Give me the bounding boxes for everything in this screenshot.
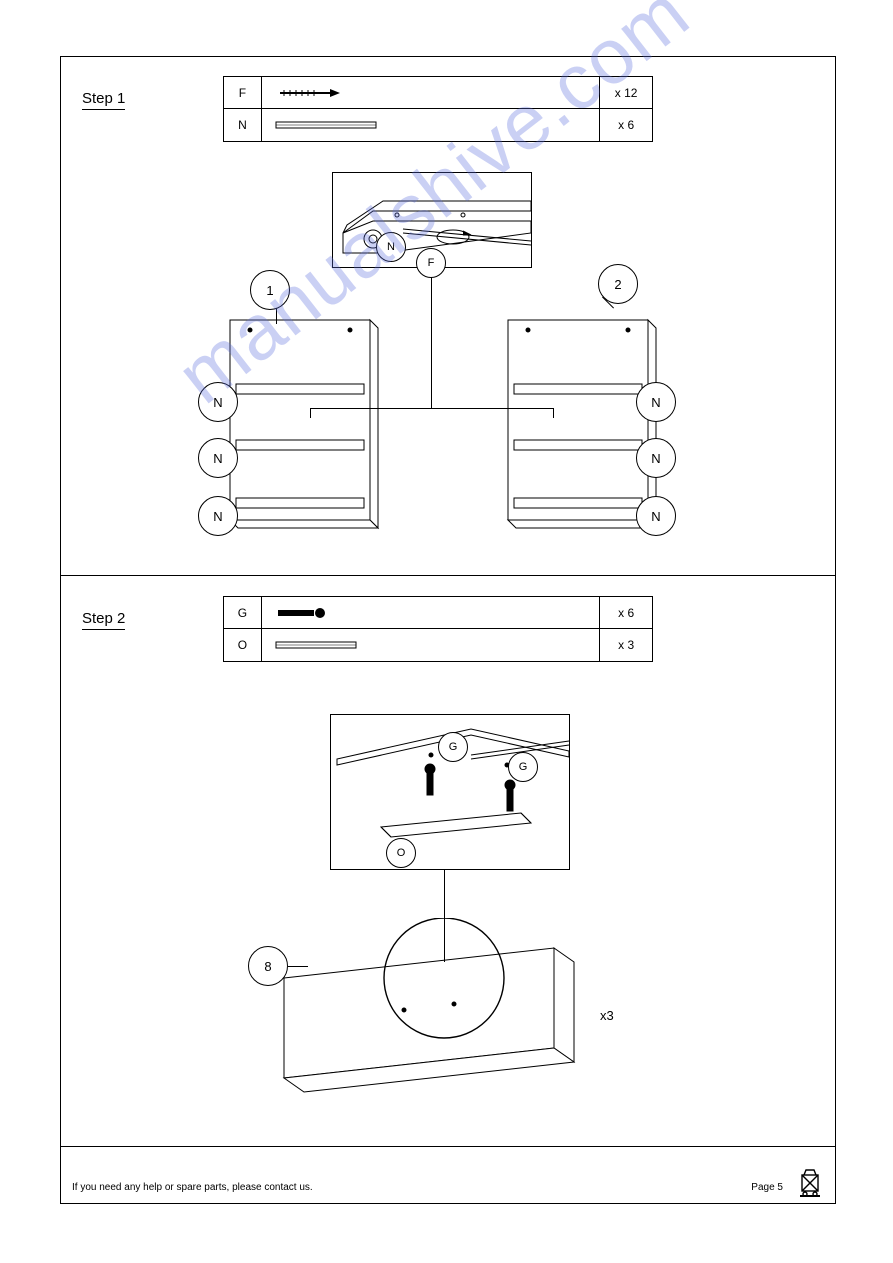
callout-N: N — [376, 232, 406, 262]
leader-line — [553, 408, 554, 418]
step2-repeat-note: x3 — [600, 1008, 614, 1023]
callout-panel-2: 2 — [598, 264, 638, 304]
callout-F: F — [416, 248, 446, 278]
part-id: G — [224, 597, 262, 628]
page-number: Page 5 — [751, 1182, 783, 1193]
section-divider — [60, 575, 836, 576]
step1-parts-table: F x 12 N — [223, 76, 653, 142]
leader-line — [444, 870, 445, 962]
step-2-label: Step 2 — [82, 610, 125, 630]
part-icon-cell — [262, 629, 600, 661]
callout-panel-8: 8 — [248, 946, 288, 986]
leader-line — [431, 268, 432, 408]
callout-N: N — [636, 496, 676, 536]
handle-icon — [274, 638, 364, 652]
callout-O: O — [386, 838, 416, 868]
callout-N: N — [198, 438, 238, 478]
part-icon-cell — [262, 77, 600, 108]
table-row: F x 12 — [224, 77, 652, 109]
callout-G: G — [508, 752, 538, 782]
footer-help-text: If you need any help or spare parts, ple… — [72, 1182, 313, 1193]
callout-panel-1: 1 — [250, 270, 290, 310]
callout-N: N — [198, 496, 238, 536]
bolt-icon — [274, 606, 330, 620]
part-qty: x 12 — [600, 77, 652, 108]
callout-N: N — [636, 438, 676, 478]
weee-bin-icon — [797, 1167, 823, 1197]
part-id: N — [224, 109, 262, 141]
callout-N: N — [198, 382, 238, 422]
leader-line — [276, 308, 277, 324]
leader-line — [288, 966, 308, 967]
leader-line — [310, 408, 311, 418]
table-row: N x 6 — [224, 109, 652, 141]
screw-icon — [274, 86, 344, 100]
step2-parts-table: G x 6 O x 3 — [223, 596, 653, 662]
part-qty: x 6 — [600, 109, 652, 141]
part-icon-cell — [262, 109, 600, 141]
footer-divider — [60, 1146, 836, 1147]
part-qty: x 6 — [600, 597, 652, 628]
leader-line — [310, 408, 553, 409]
part-id: F — [224, 77, 262, 108]
rail-icon — [274, 118, 384, 132]
part-icon-cell — [262, 597, 600, 628]
part-id: O — [224, 629, 262, 661]
table-row: O x 3 — [224, 629, 652, 661]
callout-G: G — [438, 732, 468, 762]
table-row: G x 6 — [224, 597, 652, 629]
callout-N: N — [636, 382, 676, 422]
manual-page: manualshive.com Step 1 F x 12 N — [0, 0, 893, 1263]
step-1-label: Step 1 — [82, 90, 125, 110]
part-qty: x 3 — [600, 629, 652, 661]
